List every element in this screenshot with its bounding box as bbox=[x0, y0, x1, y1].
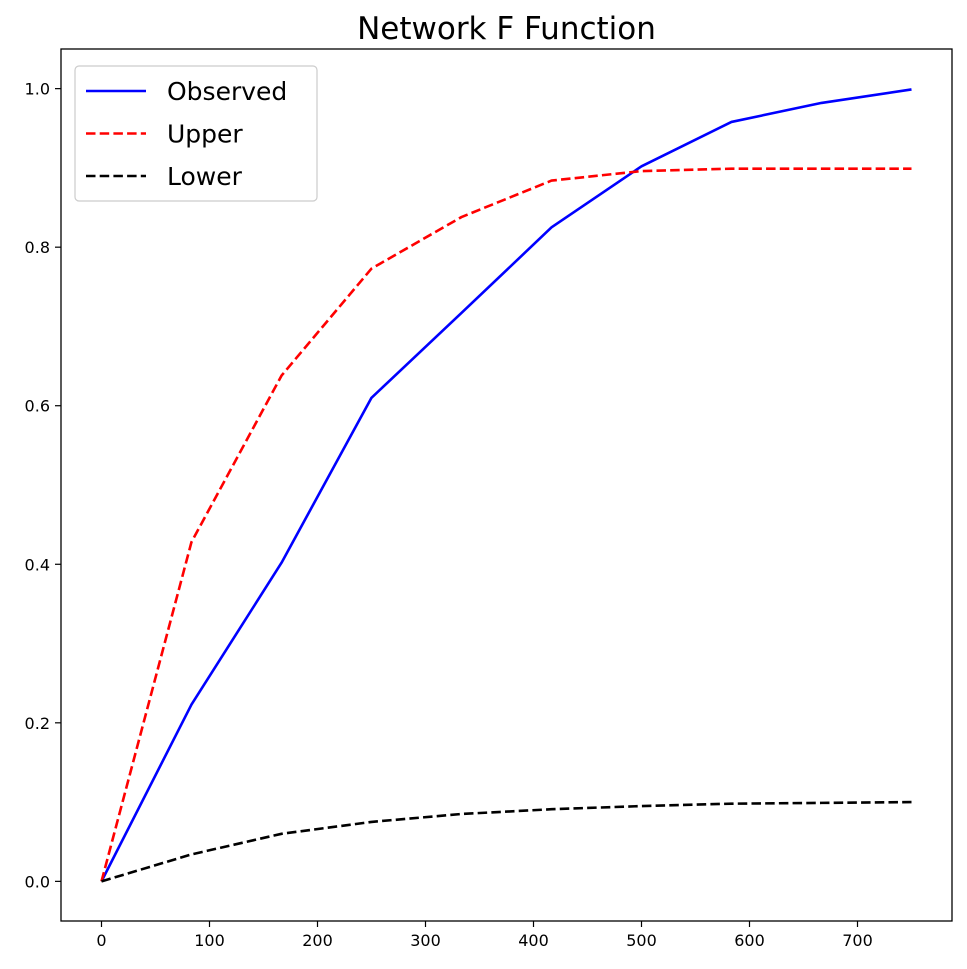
legend: Observed Upper Lower bbox=[74, 65, 318, 202]
y-tick-label: 0.6 bbox=[25, 397, 50, 416]
legend-label-upper: Upper bbox=[167, 120, 243, 149]
y-tick-label: 0.8 bbox=[25, 238, 50, 257]
y-tick-label: 1.0 bbox=[25, 80, 50, 99]
series-line-lower bbox=[101, 800, 912, 883]
series-line-observed bbox=[100, 88, 912, 882]
legend-label-lower: Lower bbox=[167, 162, 243, 191]
series-layer bbox=[100, 88, 912, 883]
x-tick-label: 700 bbox=[842, 931, 873, 950]
x-tick-label: 200 bbox=[302, 931, 333, 950]
legend-label-observed: Observed bbox=[167, 77, 287, 106]
x-tick-label: 0 bbox=[96, 931, 106, 950]
plot-frame bbox=[60, 48, 953, 922]
y-tick-label: 0.2 bbox=[25, 714, 50, 733]
x-tick-label: 600 bbox=[734, 931, 765, 950]
ticks-layer: 0 100 200 300 400 500 600 700 0.0 0.2 0.4 0.6 0.8 1.0 bbox=[25, 80, 873, 950]
series-line-upper bbox=[100, 167, 912, 882]
x-tick-label: 100 bbox=[194, 931, 225, 950]
x-tick-label: 300 bbox=[410, 931, 441, 950]
x-tick-label: 400 bbox=[518, 931, 549, 950]
legend-box bbox=[74, 65, 318, 202]
y-tick-label: 0.4 bbox=[25, 555, 50, 574]
chart-title: Network F Function bbox=[357, 11, 656, 47]
x-tick-label: 500 bbox=[626, 931, 657, 950]
y-tick-label: 0.0 bbox=[25, 872, 50, 891]
legend-items: Observed Upper Lower bbox=[86, 77, 287, 191]
